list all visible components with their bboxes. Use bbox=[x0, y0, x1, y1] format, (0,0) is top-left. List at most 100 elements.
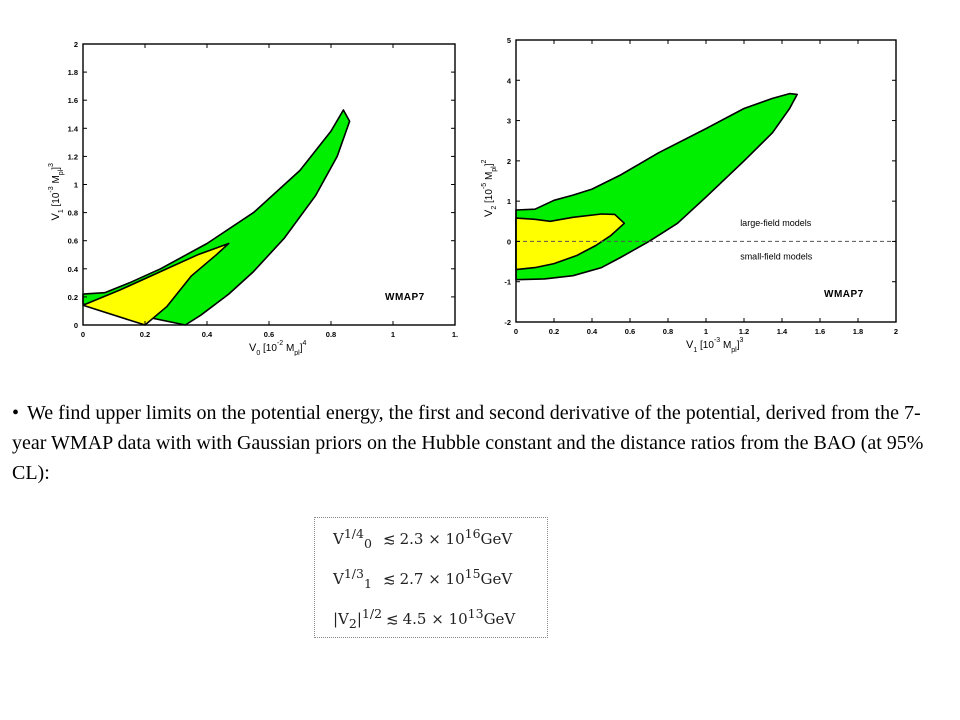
x-tick-label: 1 bbox=[704, 327, 708, 336]
x-tick-label: 0.2 bbox=[549, 327, 559, 336]
x-tick-label: 0.8 bbox=[326, 330, 336, 339]
xlabel-label-part: V bbox=[249, 342, 257, 354]
y-tick-label: 1.8 bbox=[68, 68, 78, 77]
x-axis-label: V0 [10-2 Mpl]4 bbox=[249, 340, 307, 356]
ylabel-label-part: V bbox=[50, 213, 62, 221]
upper-limit-formulas: V1/40 ≲ 2.3 × 1016GeV V1/31 ≲ 2.7 × 1015GeV … bbox=[314, 517, 548, 638]
formula-relation: ≲ bbox=[386, 610, 399, 628]
y-tick-label: 0.2 bbox=[68, 293, 78, 302]
formula-mantissa: 4.5 × 10 bbox=[402, 610, 468, 628]
formula-exponent: 13 bbox=[467, 606, 484, 621]
ylabel-label-part: V bbox=[483, 209, 495, 217]
x-tick-label: 0.8 bbox=[663, 327, 673, 336]
confidence-region-68-cl bbox=[515, 213, 626, 271]
formula-unit: GeV bbox=[483, 610, 516, 628]
x-tick-label: 2 bbox=[894, 327, 898, 336]
findings-paragraph: • We find upper limits on the potential e… bbox=[12, 398, 952, 488]
y-tick-label: 0 bbox=[507, 237, 511, 246]
chart-v1-v2: 0 0.2 0.4 0.6 0.8 1 1.2 1.4 1.6 1.8 2 -2 -1 0 1 2 3 4 5 lar… bbox=[481, 36, 898, 354]
xlabel-label-part: M bbox=[283, 343, 294, 354]
x-tick-label: 0.4 bbox=[202, 330, 213, 339]
formula-exponent: 15 bbox=[464, 566, 481, 581]
y-tick-label: 2 bbox=[74, 40, 78, 49]
xlabel-label-part: M bbox=[720, 340, 731, 351]
formula-relation: ≲ bbox=[383, 570, 396, 588]
y-tick-label: 4 bbox=[507, 76, 512, 85]
xlabel-label-part: [10 bbox=[260, 343, 277, 354]
ylabel-label-part: ] bbox=[484, 163, 495, 166]
formula-lhs-sub: 0 bbox=[363, 536, 372, 551]
confidence-region-68-cl bbox=[82, 242, 230, 326]
wmap7-annotation: WMAP7 bbox=[824, 289, 864, 300]
x-tick-label: 1. bbox=[452, 330, 458, 339]
xlabel-label-part: 4 bbox=[303, 340, 307, 347]
findings-text: We find upper limits on the potential en… bbox=[12, 402, 924, 484]
ylabel-label-part: [10 bbox=[51, 192, 62, 209]
y-tick-label: 0.4 bbox=[68, 265, 79, 274]
formula-mantissa: 2.7 × 10 bbox=[399, 570, 465, 588]
xlabel-label-part: -2 bbox=[277, 340, 283, 347]
xlabel-label-part: 3 bbox=[740, 337, 744, 344]
xlabel-label-part: ] bbox=[737, 340, 740, 351]
xlabel-label-part: pl bbox=[294, 350, 300, 356]
formula-exponent: 16 bbox=[464, 526, 481, 541]
y-tick-label: 1.4 bbox=[68, 124, 79, 133]
xlabel-label-part: -3 bbox=[714, 337, 720, 344]
y-tick-label: -2 bbox=[504, 318, 511, 327]
formula-v2-limit: |V2|1/2 ≲ 4.5 × 1013GeV bbox=[333, 606, 515, 631]
y-tick-label: 0.6 bbox=[68, 237, 78, 246]
region-label: large-field models bbox=[740, 218, 812, 228]
ylabel-label-part: 1 bbox=[58, 209, 65, 213]
formula-lhs: V bbox=[333, 570, 344, 588]
ylabel-label-part: 2 bbox=[491, 206, 498, 210]
y-axis-label: V2 [10-5 Mpl]2 bbox=[481, 159, 498, 217]
formula-lhs-sub: 1 bbox=[363, 576, 372, 591]
x-axis-label: V1 [10-3 Mpl]3 bbox=[686, 337, 744, 354]
y-tick-label: 0 bbox=[74, 321, 78, 330]
y-tick-label: 3 bbox=[507, 117, 511, 126]
x-tick-label: 0 bbox=[514, 327, 518, 336]
y-tick-label: 0.8 bbox=[68, 209, 78, 218]
formula-v1-limit: V1/31 ≲ 2.7 × 1015GeV bbox=[333, 566, 512, 591]
formula-unit: GeV bbox=[480, 570, 513, 588]
formula-lhs: |V bbox=[333, 610, 349, 628]
x-tick-label: 0.2 bbox=[140, 330, 150, 339]
xlabel-label-part: V bbox=[686, 339, 694, 351]
xlabel-label-part: pl bbox=[731, 347, 737, 354]
y-tick-label: 2 bbox=[507, 157, 511, 166]
y-tick-label: -1 bbox=[504, 278, 511, 287]
bullet-marker: • bbox=[12, 402, 20, 424]
x-tick-label: 1 bbox=[391, 330, 395, 339]
ylabel-label-part: M bbox=[51, 175, 62, 186]
y-tick-label: 1.6 bbox=[68, 96, 78, 105]
ylabel-label-part: pl bbox=[58, 169, 65, 175]
formula-lhs-sub: 2 bbox=[348, 616, 357, 631]
ylabel-label-part: 3 bbox=[48, 163, 55, 167]
formula-lhs: V bbox=[333, 530, 344, 548]
formula-unit: GeV bbox=[480, 530, 513, 548]
formula-lhs-sup: 1/2 bbox=[361, 606, 383, 621]
xlabel-label-part: 1 bbox=[693, 347, 697, 354]
formula-lhs-sup: 1/4 bbox=[343, 526, 364, 541]
ylabel-label-part: M bbox=[484, 172, 495, 183]
ylabel-label-part: pl bbox=[491, 166, 498, 172]
ylabel-label-part: -3 bbox=[48, 186, 55, 192]
x-tick-label: 1.2 bbox=[739, 327, 749, 336]
formula-v0-limit: V1/40 ≲ 2.3 × 1016GeV bbox=[333, 526, 512, 551]
formula-relation: ≲ bbox=[383, 530, 396, 548]
formula-lhs-sup: 1/3 bbox=[343, 566, 364, 581]
chart-v0-v1: 0 0.2 0.4 0.6 0.8 1 1.00.20.40.60.811.21.41.61… bbox=[48, 40, 458, 356]
x-tick-label: 1.4 bbox=[777, 327, 788, 336]
ylabel-label-part: ] bbox=[51, 167, 62, 170]
x-tick-label: 0 bbox=[81, 330, 85, 339]
ylabel-label-part: -5 bbox=[481, 183, 488, 189]
ylabel-label-part: [10 bbox=[484, 189, 495, 206]
y-tick-label: 5 bbox=[507, 36, 511, 45]
x-tick-label: 1.8 bbox=[853, 327, 863, 336]
xlabel-label-part: 0 bbox=[256, 350, 260, 356]
formula-lhs-post: | bbox=[356, 610, 362, 628]
ylabel-label-part: 2 bbox=[481, 159, 488, 163]
x-tick-label: 0.6 bbox=[264, 330, 274, 339]
y-tick-label: 1 bbox=[74, 181, 78, 190]
x-tick-label: 1.6 bbox=[815, 327, 825, 336]
